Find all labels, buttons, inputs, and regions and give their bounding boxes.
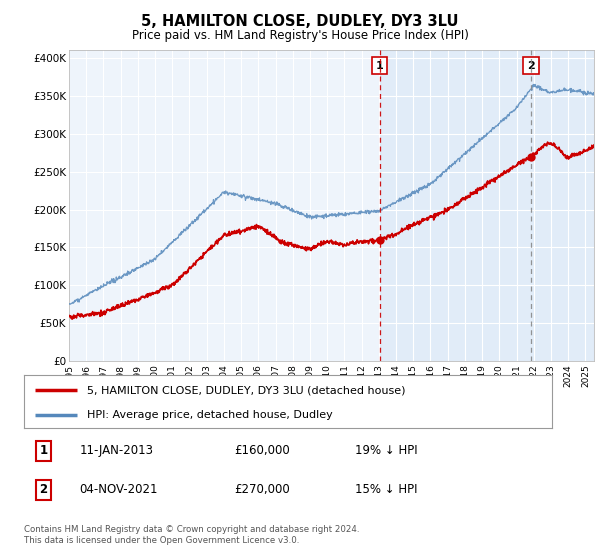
Text: 5, HAMILTON CLOSE, DUDLEY, DY3 3LU: 5, HAMILTON CLOSE, DUDLEY, DY3 3LU: [141, 14, 459, 29]
Text: £160,000: £160,000: [234, 444, 290, 457]
Text: 15% ↓ HPI: 15% ↓ HPI: [355, 483, 418, 497]
Text: 2: 2: [39, 483, 47, 497]
Text: Contains HM Land Registry data © Crown copyright and database right 2024.
This d: Contains HM Land Registry data © Crown c…: [24, 525, 359, 545]
Text: 04-NOV-2021: 04-NOV-2021: [79, 483, 158, 497]
Text: 1: 1: [39, 444, 47, 457]
Text: 19% ↓ HPI: 19% ↓ HPI: [355, 444, 418, 457]
Bar: [380, 50, 594, 361]
Text: Price paid vs. HM Land Registry's House Price Index (HPI): Price paid vs. HM Land Registry's House …: [131, 29, 469, 42]
Text: 11-JAN-2013: 11-JAN-2013: [79, 444, 153, 457]
Text: £270,000: £270,000: [234, 483, 290, 497]
Text: HPI: Average price, detached house, Dudley: HPI: Average price, detached house, Dudl…: [88, 409, 333, 419]
Text: 1: 1: [376, 60, 383, 71]
Text: 5, HAMILTON CLOSE, DUDLEY, DY3 3LU (detached house): 5, HAMILTON CLOSE, DUDLEY, DY3 3LU (deta…: [88, 385, 406, 395]
Text: 2: 2: [527, 60, 535, 71]
